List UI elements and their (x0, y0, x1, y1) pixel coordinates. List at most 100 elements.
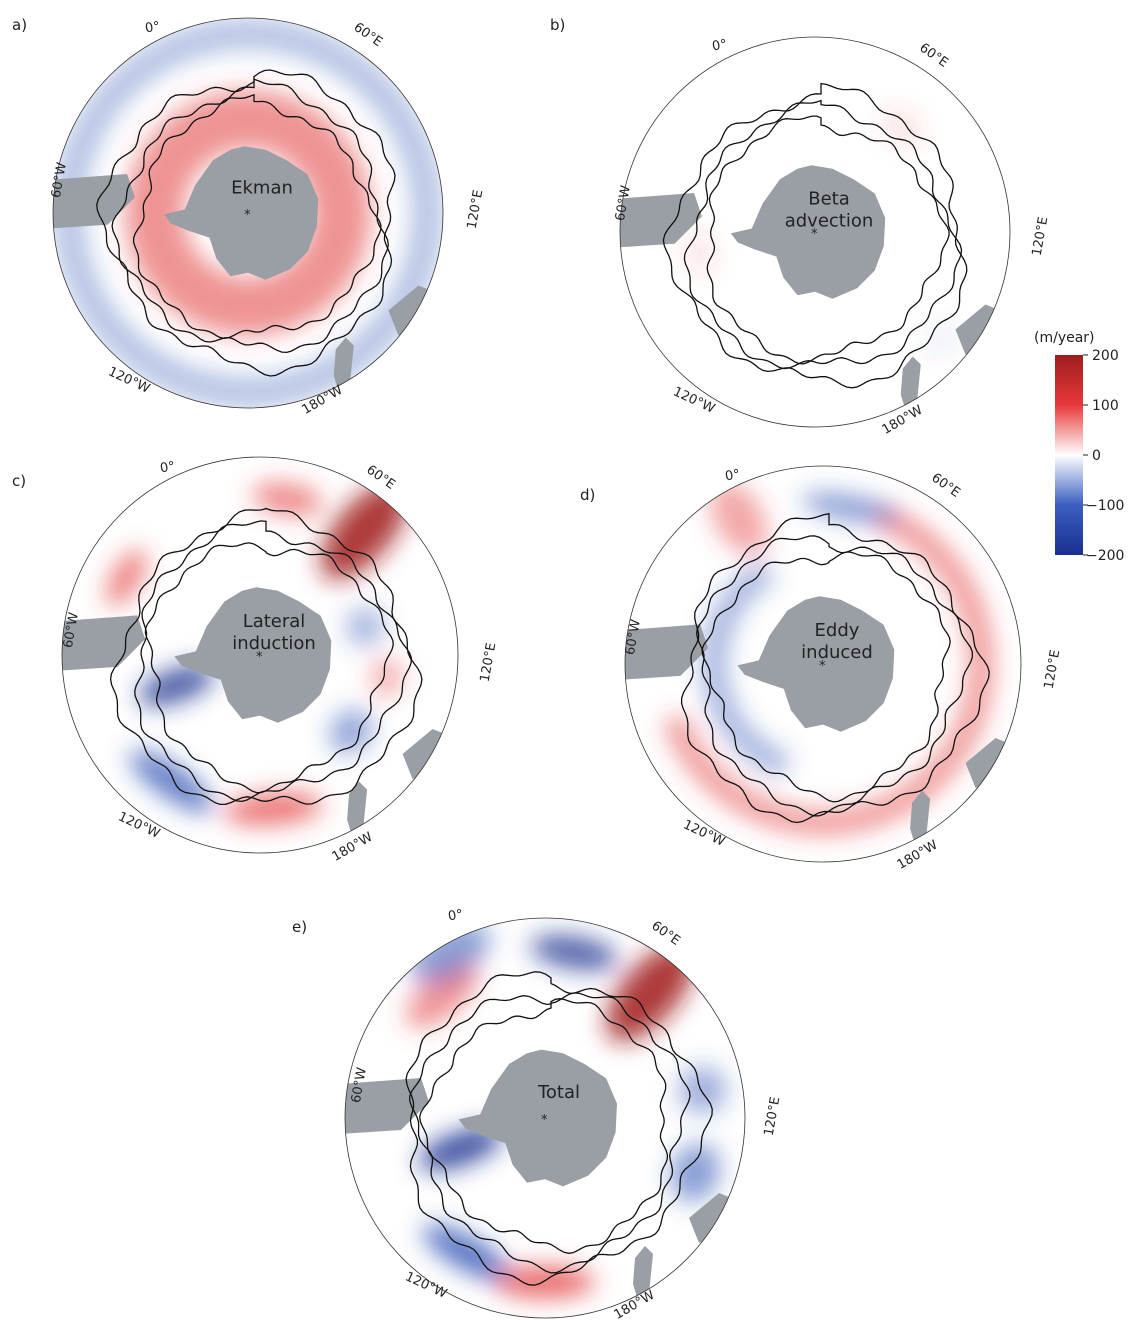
map-title-line: induction (232, 633, 316, 654)
lon-label-0: 0° (159, 459, 176, 476)
pole-marker: * (811, 227, 818, 242)
colorbar-tick-label: 100 (1092, 398, 1119, 414)
front-contour (132, 93, 382, 340)
south-america-land (345, 1078, 429, 1134)
map-title-line: Lateral (243, 611, 306, 632)
lon-label-120e: 120°E (1042, 649, 1064, 691)
map-border (624, 465, 1022, 863)
lon-label-60e: 60°E (916, 41, 950, 71)
field-anomaly (710, 481, 768, 555)
front-contour (683, 99, 963, 370)
field-anomaly (495, 1266, 595, 1298)
south-america-land (625, 624, 709, 680)
map-title-line: Eddy (815, 620, 860, 641)
map-border (619, 36, 1011, 428)
map-title-line: Ekman (231, 178, 293, 199)
pole-marker: * (819, 659, 826, 674)
colorbar-gradient (1055, 355, 1083, 555)
lon-label-60w: 60°W (49, 161, 70, 199)
field-anomaly (125, 90, 371, 336)
antarctica-land (730, 165, 886, 299)
panel-ekman: a) *Ekman 0° 60°E 120°E 60°W 120°W 180°W (12, 16, 486, 418)
map-field: * (62, 457, 458, 853)
lon-label-120e: 120°E (478, 642, 500, 684)
polar-map: * Total (344, 917, 746, 1319)
field-anomaly (662, 503, 994, 835)
field-anomaly (329, 709, 373, 754)
antarctica-land (163, 146, 319, 280)
map-field: * (620, 37, 1010, 427)
map-title-line: Total (537, 1082, 580, 1103)
lon-label-60w: 60°W (623, 618, 644, 656)
map-field: * (345, 918, 745, 1318)
field-anomaly (530, 935, 618, 971)
field-anomaly (422, 1224, 512, 1282)
colorbar-tick-label: 0 (1092, 448, 1101, 464)
front-contour (662, 82, 968, 389)
front-contour (96, 69, 396, 377)
lon-label-60w: 60°W (613, 184, 634, 222)
lon-label-120e: 120°E (465, 189, 487, 231)
front-contour (680, 512, 990, 824)
colorbar-tick-label: 200 (1092, 348, 1119, 364)
field-anomaly (106, 549, 147, 607)
field-anomaly (801, 493, 900, 523)
map-title-line: induced (801, 642, 873, 663)
field-anomaly (606, 943, 695, 1042)
pole-marker: * (256, 650, 263, 665)
colorbar-unit-label: (m/year) (1034, 330, 1095, 346)
field-anomaly (418, 1127, 503, 1171)
front-contour (696, 535, 974, 817)
pole-marker: * (541, 1113, 548, 1128)
front-contour (109, 507, 423, 806)
antarctica-land (458, 1049, 617, 1187)
field-anomaly (345, 607, 385, 647)
lon-label-60w: 60°W (349, 1066, 370, 1104)
field-anomaly (252, 482, 323, 516)
antarctica-land (737, 596, 895, 732)
field-anomaly (670, 1143, 721, 1203)
field-anomaly (406, 963, 479, 1028)
panel-letter: c) (12, 472, 26, 490)
lon-label-0: 0° (144, 19, 161, 36)
lon-label-0: 0° (447, 907, 464, 924)
map-title-line: advection (785, 211, 874, 232)
lon-label-60e: 60°E (351, 20, 385, 50)
lon-label-60e: 60°E (648, 919, 682, 949)
lon-label-120e: 120°E (1030, 216, 1052, 258)
front-contour (144, 542, 394, 794)
lon-label-60e: 60°E (363, 463, 397, 493)
panel-letter: a) (12, 16, 27, 34)
front-contour (701, 551, 951, 803)
map-title-line: Beta (808, 189, 850, 210)
lon-label-0: 0° (711, 37, 728, 54)
front-contour (409, 992, 691, 1274)
lon-label-120e: 120°E (762, 1096, 784, 1138)
lon-label-60w: 60°W (61, 611, 82, 649)
south-america-land (53, 174, 135, 229)
panel-letter: b) (550, 16, 565, 34)
antarctica-land (174, 587, 332, 723)
map-border (344, 917, 746, 1319)
field-anomaly (702, 559, 791, 778)
lon-label-60e: 60°E (928, 471, 962, 501)
panel-letter: d) (580, 486, 595, 504)
map-border (52, 17, 444, 409)
map-border (61, 456, 459, 854)
field-anomaly (320, 481, 409, 580)
front-contour (706, 115, 950, 365)
field-anomaly (678, 1066, 727, 1115)
colorbar-tick-label: −100 (1086, 498, 1124, 514)
polar-map: * Ekman (52, 17, 444, 409)
colorbar-tick-label: −200 (1086, 548, 1124, 564)
field-anomaly (370, 657, 403, 698)
lon-label-0: 0° (724, 467, 741, 484)
pole-marker: * (244, 208, 251, 223)
field-anomaly (129, 750, 213, 813)
